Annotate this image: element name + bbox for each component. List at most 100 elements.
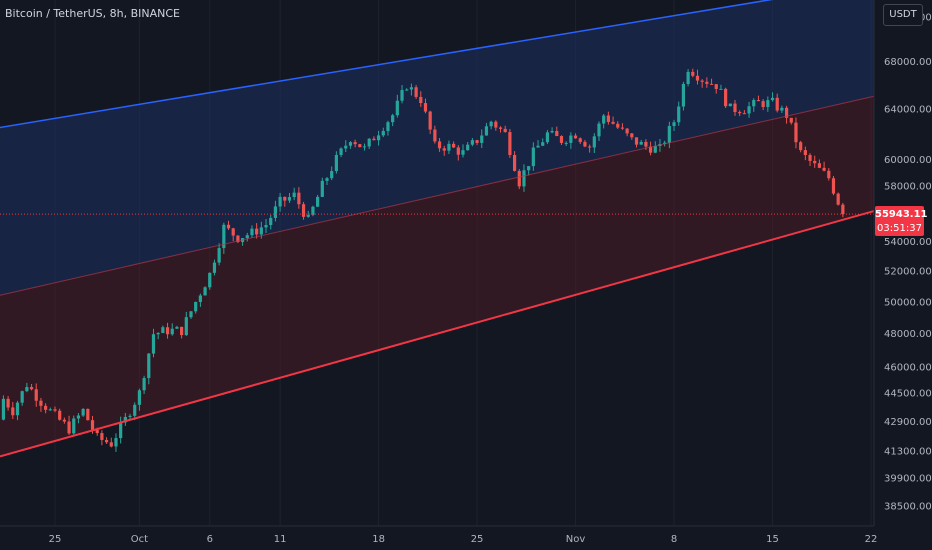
- price-tick-label: 54000.00: [884, 237, 932, 248]
- candle: [578, 137, 582, 144]
- price-tick-label: 46000.00: [884, 362, 932, 373]
- last-price-label: 55943.11 03:51:37: [875, 206, 928, 236]
- candle-body: [836, 193, 840, 205]
- candle: [301, 201, 306, 220]
- candle: [639, 139, 643, 145]
- price-tick-label: 64000.00: [884, 105, 932, 116]
- price-tick-label: 39900.00: [884, 474, 932, 485]
- price-tick-label: 48000.00: [884, 329, 932, 340]
- candle: [766, 96, 770, 112]
- candle: [653, 141, 657, 154]
- candle-body: [583, 141, 587, 147]
- candle-body: [625, 128, 629, 134]
- candle-body: [301, 204, 306, 217]
- candle-body: [578, 138, 582, 142]
- candle-body: [461, 150, 465, 155]
- candle-body: [442, 148, 446, 151]
- upper-channel-line: [0, 0, 774, 129]
- candle-body: [386, 122, 390, 132]
- candle: [531, 142, 535, 171]
- candle-body: [11, 407, 15, 416]
- time-tick-label: 8: [671, 534, 677, 545]
- candle: [198, 293, 202, 307]
- candle: [161, 325, 165, 334]
- candle: [123, 412, 127, 426]
- candle: [742, 110, 746, 115]
- time-tick-label: 11: [274, 534, 287, 545]
- candle-body: [128, 415, 132, 417]
- candle: [297, 187, 301, 209]
- candle: [175, 325, 179, 329]
- candle: [48, 407, 52, 411]
- candle-body: [475, 140, 479, 143]
- candle: [170, 323, 174, 336]
- candle: [100, 430, 104, 446]
- candle: [695, 69, 700, 85]
- candle: [686, 69, 690, 87]
- candle-body: [189, 311, 193, 318]
- candle-body: [278, 196, 282, 207]
- candle-body: [269, 217, 273, 226]
- candle-body: [367, 138, 371, 147]
- time-tick-label: Nov: [566, 534, 586, 545]
- candle-body: [822, 167, 826, 171]
- candle: [433, 125, 437, 144]
- candle-body: [231, 228, 235, 236]
- candle-body: [494, 121, 498, 128]
- candle: [841, 202, 845, 218]
- lower-channel-line: [0, 210, 875, 458]
- candle-body: [34, 389, 38, 401]
- candle: [470, 137, 474, 147]
- candle: [58, 408, 62, 421]
- candle: [691, 68, 695, 78]
- candle-body: [531, 147, 535, 167]
- candle-body: [358, 144, 362, 148]
- candle-body: [752, 100, 756, 107]
- candle: [287, 192, 292, 204]
- candle-body: [67, 421, 71, 434]
- candle: [724, 87, 728, 109]
- candle-body: [569, 135, 573, 143]
- candle: [109, 437, 113, 448]
- candle-body: [409, 87, 414, 90]
- candle-body: [39, 400, 43, 406]
- candle: [714, 84, 718, 94]
- candle: [278, 192, 282, 212]
- candle-body: [339, 148, 343, 155]
- candle: [822, 161, 826, 172]
- candle-body: [194, 301, 198, 312]
- candle: [381, 127, 385, 138]
- candle: [475, 139, 479, 146]
- candle: [395, 94, 399, 118]
- candle-body: [527, 166, 531, 171]
- candle-body: [588, 146, 592, 148]
- candle: [784, 105, 789, 124]
- candle: [255, 223, 259, 239]
- candle: [503, 125, 507, 133]
- candle-body: [161, 327, 165, 333]
- candle: [231, 227, 235, 242]
- candle: [372, 136, 376, 141]
- candle: [719, 84, 723, 90]
- candle-body: [20, 391, 24, 403]
- candle: [564, 141, 568, 147]
- candle-body: [325, 178, 329, 181]
- price-axis[interactable]: [874, 0, 932, 526]
- candle: [752, 98, 756, 112]
- candle-body: [362, 146, 367, 148]
- candle: [522, 164, 526, 192]
- time-axis[interactable]: [0, 526, 932, 550]
- candle: [400, 85, 404, 104]
- candle-body: [522, 170, 526, 187]
- price-tick-label: 41300.00: [884, 447, 932, 458]
- candle-body: [775, 97, 779, 111]
- currency-unit-button[interactable]: USDT: [883, 4, 923, 26]
- candle: [700, 79, 704, 88]
- candle: [344, 140, 348, 153]
- candle: [831, 175, 836, 196]
- candle: [677, 101, 681, 126]
- candle-body: [203, 287, 207, 296]
- candle: [217, 243, 221, 266]
- candle: [761, 99, 765, 111]
